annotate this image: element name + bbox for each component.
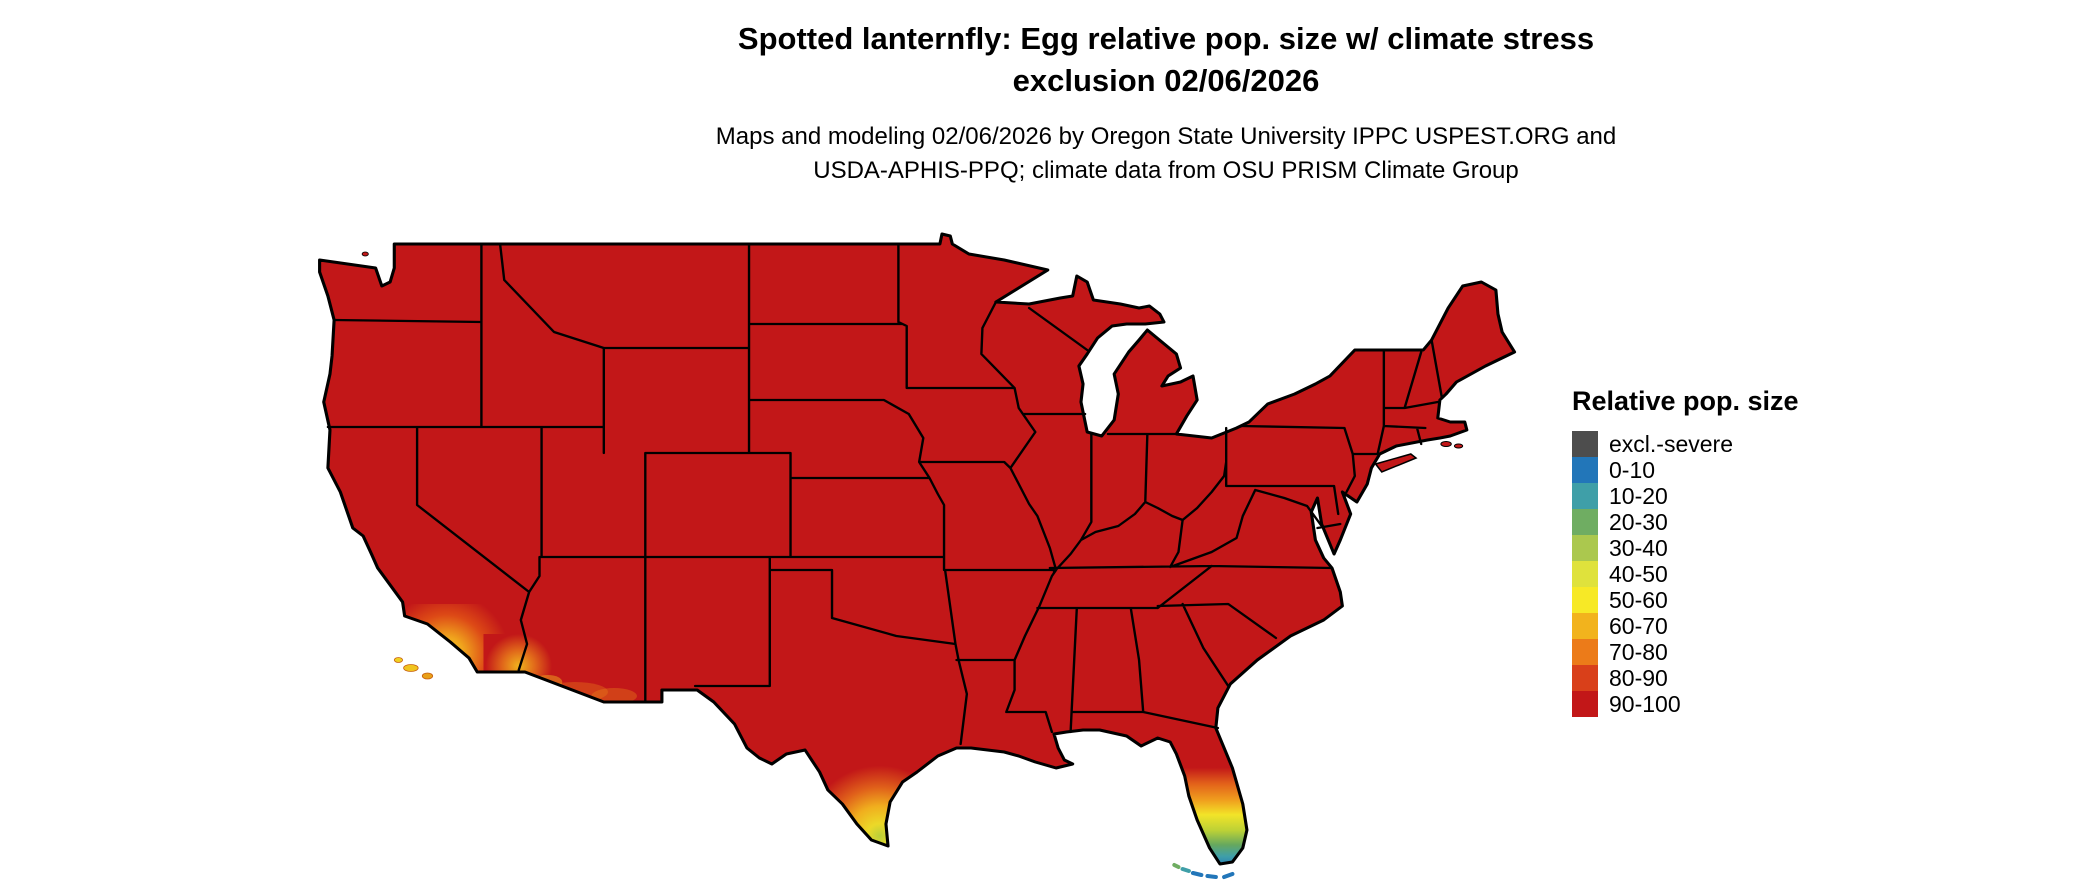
subtitle-line-1: Maps and modeling 02/06/2026 by Oregon S…	[715, 123, 1617, 150]
legend-color-swatch	[1572, 665, 1598, 691]
san-juan-islands	[361, 251, 369, 257]
legend: Relative pop. size excl.-severe 0-10 10-…	[1572, 386, 1799, 717]
attribution-subtitle: Maps and modeling 02/06/2026 by Oregon S…	[366, 120, 1966, 188]
page-title: Spotted lanternfly: Egg relative pop. si…	[366, 18, 1966, 102]
legend-item-label: 70-80	[1609, 639, 1668, 665]
legend-item-label: 50-60	[1609, 587, 1668, 613]
legend-item-label: 60-70	[1609, 613, 1668, 639]
legend-color-swatch	[1572, 457, 1598, 483]
state-borders	[326, 242, 1444, 746]
channel-island	[421, 672, 434, 680]
legend-item-label: excl.-severe	[1609, 431, 1733, 457]
legend-item-label: 10-20	[1609, 483, 1668, 509]
legend-color-swatch	[1572, 613, 1598, 639]
legend-item: 10-20	[1572, 483, 1799, 509]
legend-item: 50-60	[1572, 587, 1799, 613]
legend-color-swatch	[1572, 639, 1598, 665]
florida-keys	[1172, 863, 1235, 879]
legend-item: 40-50	[1572, 561, 1799, 587]
legend-item: 20-30	[1572, 509, 1799, 535]
legend-item-label: 80-90	[1609, 665, 1668, 691]
legend-color-swatch	[1572, 483, 1598, 509]
legend-title: Relative pop. size	[1572, 386, 1799, 416]
us-map-svg	[318, 232, 1517, 879]
subtitle-line-2: USDA-APHIS-PPQ; climate data from OSU PR…	[813, 157, 1519, 184]
legend-item: 90-100	[1572, 691, 1799, 717]
title-line-2: exclusion 02/06/2026	[1012, 63, 1320, 98]
south-texas-gradient	[788, 739, 974, 864]
us-map	[303, 224, 1527, 884]
legend-item-label: 90-100	[1609, 691, 1681, 717]
legend-color-swatch	[1572, 561, 1598, 587]
nantucket	[1453, 443, 1464, 449]
channel-island	[393, 657, 403, 663]
legend-item-label: 20-30	[1609, 509, 1668, 535]
legend-color-swatch	[1572, 587, 1598, 613]
legend-item-label: 40-50	[1609, 561, 1668, 587]
legend-item: 30-40	[1572, 535, 1799, 561]
legend-color-swatch	[1572, 535, 1598, 561]
legend-item: 80-90	[1572, 665, 1799, 691]
florida-gradient	[1172, 729, 1258, 864]
legend-item: 70-80	[1572, 639, 1799, 665]
legend-color-swatch	[1572, 509, 1598, 535]
legend-color-swatch	[1572, 691, 1598, 717]
legend-item: 0-10	[1572, 457, 1799, 483]
legend-item: excl.-severe	[1572, 431, 1799, 457]
legend-color-swatch	[1572, 431, 1598, 457]
title-line-1: Spotted lanternfly: Egg relative pop. si…	[737, 21, 1595, 56]
legend-items: excl.-severe 0-10 10-20 20-30 30-40 40-5…	[1572, 431, 1799, 717]
offshore-islands	[361, 251, 1464, 680]
long-island	[1374, 453, 1418, 473]
legend-item-label: 0-10	[1609, 457, 1656, 483]
legend-item: 60-70	[1572, 613, 1799, 639]
legend-item-label: 30-40	[1609, 535, 1668, 561]
marthas-vineyard	[1440, 441, 1452, 447]
channel-island	[403, 664, 419, 672]
